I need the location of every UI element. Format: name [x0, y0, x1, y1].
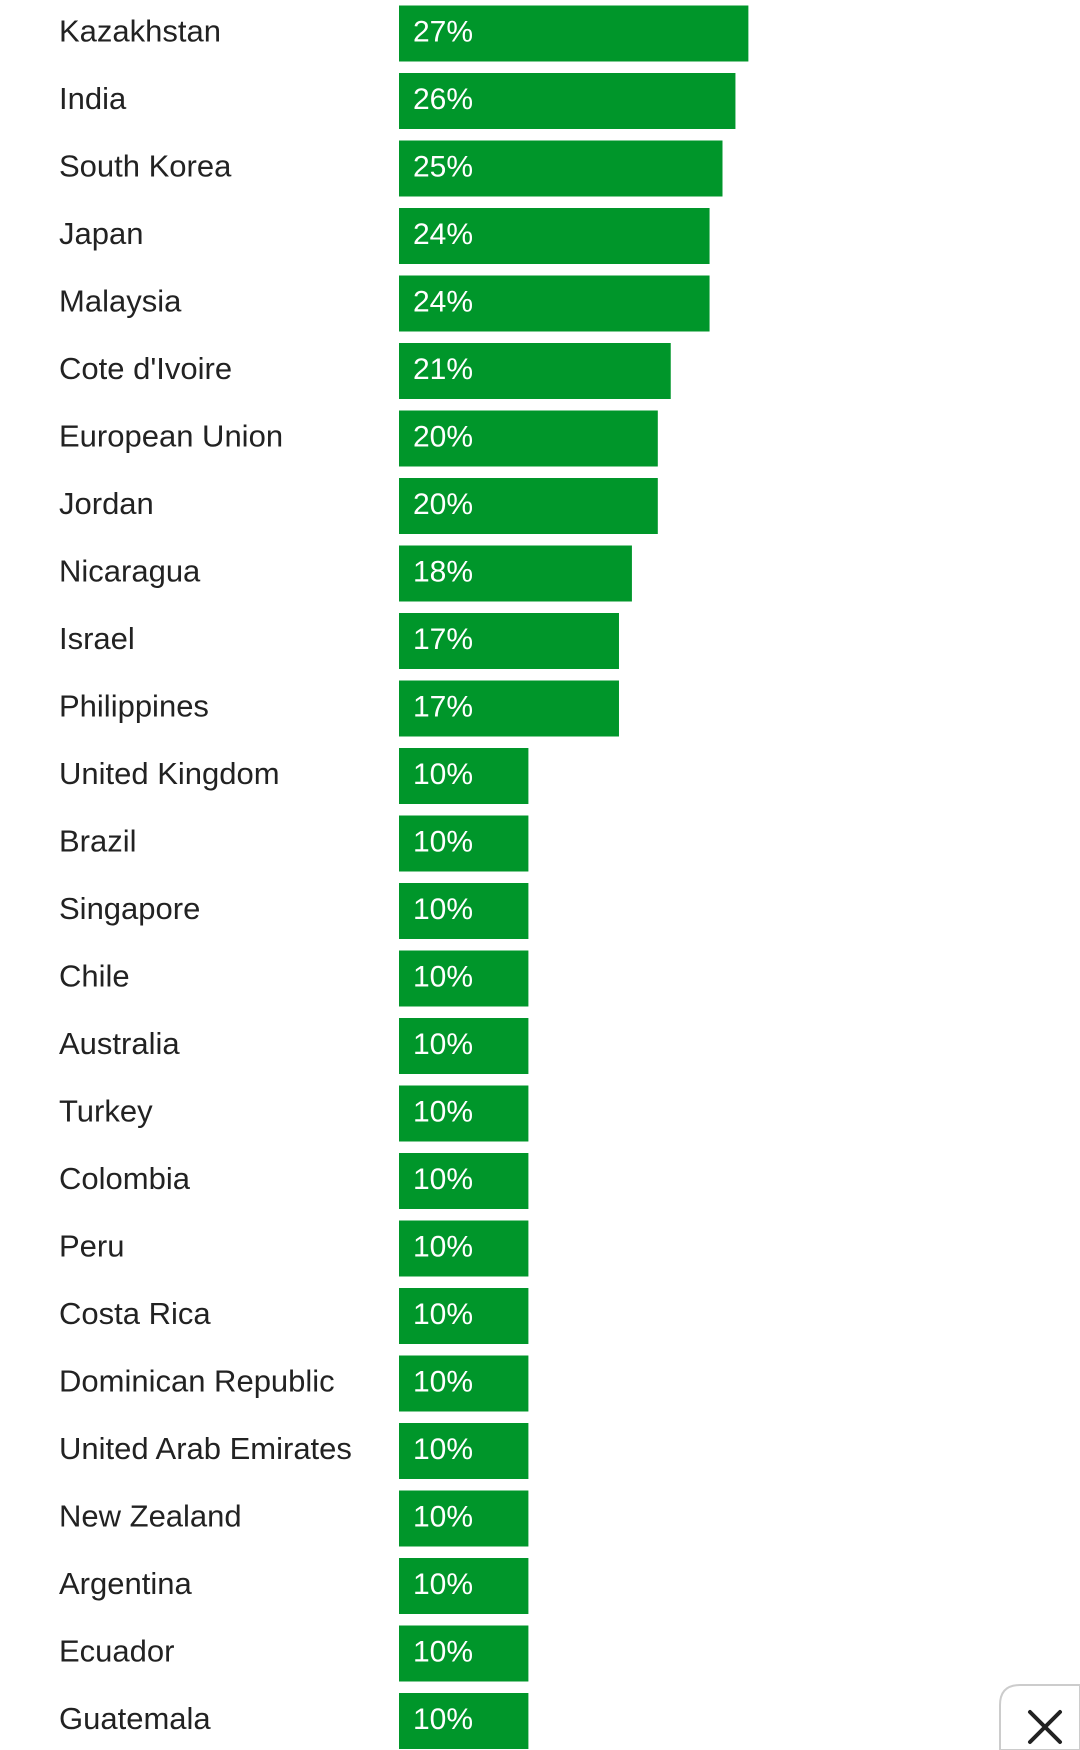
category-label: Singapore — [59, 891, 200, 926]
bar — [399, 1625, 529, 1682]
value-label: 10% — [413, 1635, 473, 1668]
bar — [399, 1220, 529, 1277]
category-label: Dominican Republic — [59, 1364, 335, 1399]
category-label: Guatemala — [59, 1701, 211, 1736]
category-label: Australia — [59, 1026, 180, 1061]
bar — [399, 478, 658, 534]
value-label: 10% — [413, 1433, 473, 1466]
category-label: Argentina — [59, 1566, 192, 1601]
bar — [399, 140, 723, 197]
bar — [399, 5, 749, 62]
category-label: South Korea — [59, 149, 232, 184]
value-label: 24% — [413, 285, 473, 318]
bar — [399, 950, 529, 1007]
value-label: 27% — [413, 15, 473, 48]
category-label: Kazakhstan — [59, 14, 221, 49]
bar — [399, 73, 736, 129]
bar — [399, 1085, 529, 1142]
value-label: 10% — [413, 960, 473, 993]
value-label: 18% — [413, 555, 473, 588]
category-label: United Kingdom — [59, 756, 280, 791]
bar — [399, 1355, 529, 1412]
value-label: 25% — [413, 150, 473, 183]
close-button[interactable] — [999, 1684, 1080, 1750]
value-label: 10% — [413, 1703, 473, 1736]
category-label: New Zealand — [59, 1499, 242, 1534]
bar — [399, 1423, 529, 1479]
value-label: 17% — [413, 623, 473, 656]
category-label: Malaysia — [59, 284, 182, 319]
bar — [399, 275, 710, 332]
bar — [399, 545, 632, 602]
value-label: 10% — [413, 1095, 473, 1128]
value-label: 17% — [413, 690, 473, 723]
category-label: Nicaragua — [59, 554, 201, 589]
category-label: United Arab Emirates — [59, 1431, 352, 1466]
value-label: 10% — [413, 758, 473, 791]
value-label: 10% — [413, 1163, 473, 1196]
bar — [399, 1693, 529, 1749]
bar — [399, 343, 671, 399]
bar — [399, 410, 658, 467]
category-label: Peru — [59, 1229, 124, 1264]
category-label: Philippines — [59, 689, 209, 724]
category-label: Chile — [59, 959, 130, 994]
value-label: 21% — [413, 353, 473, 386]
bar — [399, 613, 619, 669]
category-label: Israel — [59, 621, 135, 656]
bar — [399, 1288, 529, 1344]
category-label: India — [59, 81, 127, 116]
value-label: 10% — [413, 1500, 473, 1533]
category-label: Turkey — [59, 1094, 153, 1129]
category-label: Cote d'Ivoire — [59, 351, 232, 386]
bar — [399, 883, 529, 939]
bar — [399, 815, 529, 872]
category-label: European Union — [59, 419, 283, 454]
value-label: 10% — [413, 1298, 473, 1331]
value-label: 24% — [413, 218, 473, 251]
category-label: Brazil — [59, 824, 137, 859]
bar — [399, 680, 619, 737]
bar — [399, 1490, 529, 1547]
category-label: Jordan — [59, 486, 154, 521]
value-label: 10% — [413, 1365, 473, 1398]
value-label: 10% — [413, 1568, 473, 1601]
bar — [399, 1153, 529, 1209]
category-label: Costa Rica — [59, 1296, 211, 1331]
value-label: 20% — [413, 420, 473, 453]
value-label: 20% — [413, 488, 473, 521]
value-label: 10% — [413, 825, 473, 858]
bar — [399, 1558, 529, 1614]
category-label: Ecuador — [59, 1634, 174, 1669]
bar — [399, 1018, 529, 1074]
close-icon — [1028, 1710, 1062, 1744]
category-label: Japan — [59, 216, 143, 251]
category-label: Colombia — [59, 1161, 191, 1196]
value-label: 26% — [413, 83, 473, 116]
value-label: 10% — [413, 893, 473, 926]
bar — [399, 208, 710, 264]
close-button-box — [999, 1684, 1080, 1750]
value-label: 10% — [413, 1230, 473, 1263]
bar — [399, 748, 529, 804]
value-label: 10% — [413, 1028, 473, 1061]
